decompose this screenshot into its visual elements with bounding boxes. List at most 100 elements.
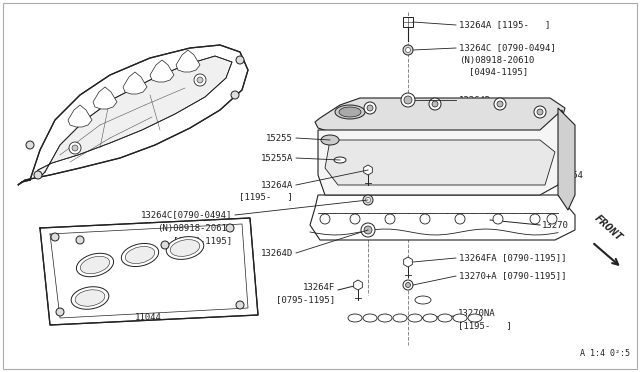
Text: 13264F: 13264F xyxy=(303,283,335,292)
Circle shape xyxy=(432,101,438,107)
Polygon shape xyxy=(315,98,565,132)
Text: 13264C [0790-0494]: 13264C [0790-0494] xyxy=(459,44,556,52)
Circle shape xyxy=(236,56,244,64)
Polygon shape xyxy=(404,257,412,267)
Ellipse shape xyxy=(468,314,482,322)
Circle shape xyxy=(385,214,395,224)
Ellipse shape xyxy=(378,314,392,322)
Polygon shape xyxy=(40,218,258,325)
Text: 13270NA: 13270NA xyxy=(458,308,495,317)
Circle shape xyxy=(404,96,412,104)
Circle shape xyxy=(226,224,234,232)
Polygon shape xyxy=(354,280,362,290)
Circle shape xyxy=(406,282,410,288)
Text: 13264FA [0790-1195]]: 13264FA [0790-1195]] xyxy=(459,253,566,263)
Circle shape xyxy=(367,105,373,111)
Polygon shape xyxy=(364,165,372,175)
Circle shape xyxy=(429,98,441,110)
Ellipse shape xyxy=(125,247,155,263)
Ellipse shape xyxy=(166,237,204,259)
Polygon shape xyxy=(318,110,568,195)
Ellipse shape xyxy=(415,296,431,304)
Circle shape xyxy=(403,45,413,55)
Text: 13264: 13264 xyxy=(557,170,584,180)
Text: 13264D: 13264D xyxy=(260,248,293,257)
Text: 15255: 15255 xyxy=(266,134,293,142)
Circle shape xyxy=(365,198,371,202)
Ellipse shape xyxy=(423,314,437,322)
Circle shape xyxy=(161,241,169,249)
Ellipse shape xyxy=(339,107,361,117)
Ellipse shape xyxy=(334,157,346,163)
Circle shape xyxy=(34,171,42,179)
Ellipse shape xyxy=(81,256,109,274)
Text: 13264D: 13264D xyxy=(459,96,492,105)
Circle shape xyxy=(350,214,360,224)
Text: 15255A: 15255A xyxy=(260,154,293,163)
Text: TWIN CAM 16-VALVE: TWIN CAM 16-VALVE xyxy=(408,163,472,167)
Circle shape xyxy=(76,236,84,244)
Circle shape xyxy=(361,223,375,237)
Polygon shape xyxy=(325,140,555,185)
Text: [1195-   ]: [1195- ] xyxy=(458,321,512,330)
Text: [0494-1195]: [0494-1195] xyxy=(469,67,528,77)
Circle shape xyxy=(236,301,244,309)
Circle shape xyxy=(231,91,239,99)
Circle shape xyxy=(406,48,410,52)
Circle shape xyxy=(530,214,540,224)
Ellipse shape xyxy=(335,105,365,119)
Circle shape xyxy=(403,280,413,290)
Text: FRONT: FRONT xyxy=(592,213,624,243)
Circle shape xyxy=(420,214,430,224)
Circle shape xyxy=(56,308,64,316)
Text: 11044: 11044 xyxy=(134,314,161,323)
Circle shape xyxy=(51,233,59,241)
Circle shape xyxy=(534,106,546,118)
Circle shape xyxy=(72,145,78,151)
Polygon shape xyxy=(310,195,575,240)
Text: 13264A [1195-   ]: 13264A [1195- ] xyxy=(459,20,550,29)
Ellipse shape xyxy=(170,240,200,256)
Polygon shape xyxy=(93,87,117,109)
Bar xyxy=(403,17,413,27)
Circle shape xyxy=(494,98,506,110)
Circle shape xyxy=(320,214,330,224)
Polygon shape xyxy=(123,72,147,94)
Circle shape xyxy=(363,195,373,205)
Ellipse shape xyxy=(76,253,113,277)
Text: [1195-   ]: [1195- ] xyxy=(239,192,293,202)
Ellipse shape xyxy=(321,135,339,145)
Circle shape xyxy=(197,77,203,83)
Text: NISSAN: NISSAN xyxy=(425,148,455,157)
Text: [0494-1195]: [0494-1195] xyxy=(173,237,232,246)
Circle shape xyxy=(194,74,206,86)
Polygon shape xyxy=(150,60,174,82)
Circle shape xyxy=(455,214,465,224)
Text: [0795-1195]: [0795-1195] xyxy=(276,295,335,305)
Circle shape xyxy=(493,214,503,224)
Circle shape xyxy=(364,226,372,234)
Text: 13264A: 13264A xyxy=(260,180,293,189)
Text: (N)08918-20610: (N)08918-20610 xyxy=(459,55,534,64)
Polygon shape xyxy=(68,105,92,127)
Circle shape xyxy=(364,102,376,114)
Ellipse shape xyxy=(363,314,377,322)
Polygon shape xyxy=(35,56,232,175)
Ellipse shape xyxy=(393,314,407,322)
Ellipse shape xyxy=(75,290,105,306)
Ellipse shape xyxy=(453,314,467,322)
Ellipse shape xyxy=(408,314,422,322)
Circle shape xyxy=(497,101,503,107)
Polygon shape xyxy=(18,45,248,185)
Text: 13270: 13270 xyxy=(542,221,569,230)
Text: 13264C[0790-0494]: 13264C[0790-0494] xyxy=(141,211,232,219)
Ellipse shape xyxy=(348,314,362,322)
Text: A 1:4 0²:5: A 1:4 0²:5 xyxy=(580,349,630,358)
Polygon shape xyxy=(558,108,575,210)
Ellipse shape xyxy=(71,287,109,309)
Text: (N)08918-20610: (N)08918-20610 xyxy=(157,224,232,232)
Polygon shape xyxy=(176,50,200,72)
Circle shape xyxy=(69,142,81,154)
Circle shape xyxy=(26,141,34,149)
Circle shape xyxy=(547,214,557,224)
